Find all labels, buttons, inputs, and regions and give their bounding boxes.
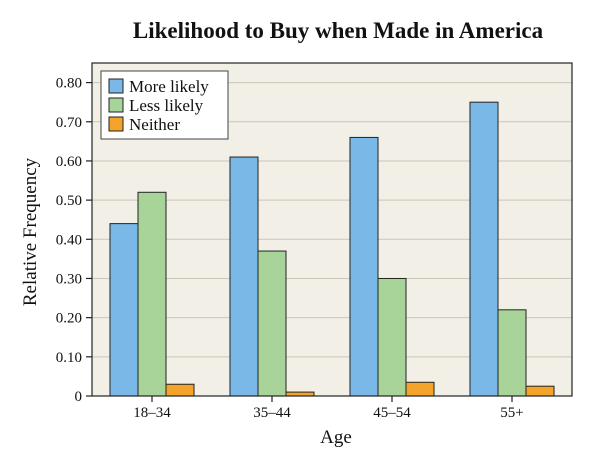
x-tick-label: 18–34: [133, 405, 171, 421]
y-tick-label: 0: [75, 389, 83, 405]
bar-neither: [165, 383, 195, 397]
y-tick-label: 0.30: [56, 271, 82, 287]
y-tick-label: 0.50: [56, 193, 82, 209]
x-tick-label: 35–44: [253, 405, 291, 421]
legend-swatch: [108, 78, 124, 94]
bar-less-likely: [497, 309, 527, 397]
bar-more-likely: [349, 136, 379, 397]
y-tick-label: 0.60: [56, 154, 82, 170]
y-tick-label: 0.20: [56, 311, 82, 327]
chart-title: Likelihood to Buy when Made in America: [133, 18, 544, 43]
legend-swatch: [108, 116, 124, 132]
plot-border: [91, 62, 573, 397]
bar-less-likely: [377, 277, 407, 397]
legend-label: Less likely: [129, 96, 204, 115]
y-tick-label: 0.70: [56, 115, 82, 131]
x-axis-ticks: 18–34 35–44 45–54 55+: [133, 396, 524, 421]
x-tick-label: 45–54: [373, 405, 411, 421]
y-tick-label: 0.10: [56, 350, 82, 366]
bar-neither: [405, 381, 435, 397]
bar-more-likely: [109, 223, 139, 397]
bars: [109, 101, 555, 397]
legend-swatch: [108, 97, 124, 113]
axes: [91, 62, 573, 397]
y-axis-label: Relative Frequency: [20, 157, 41, 306]
bar-neither: [525, 385, 555, 397]
y-axis-ticks: 0 0.10 0.20 0.30 0.40 0.50 0.60 0.70 0.80: [56, 76, 92, 405]
bar-less-likely: [257, 250, 287, 397]
bar-more-likely: [469, 101, 499, 397]
legend-label: Neither: [129, 115, 180, 134]
bar-less-likely: [137, 191, 167, 397]
y-tick-label: 0.40: [56, 232, 82, 248]
x-axis-label: Age: [320, 427, 352, 448]
legend-label: More likely: [129, 77, 209, 96]
x-tick-label: 55+: [500, 405, 523, 421]
bar-more-likely: [229, 156, 259, 397]
y-tick-label: 0.80: [56, 76, 82, 92]
